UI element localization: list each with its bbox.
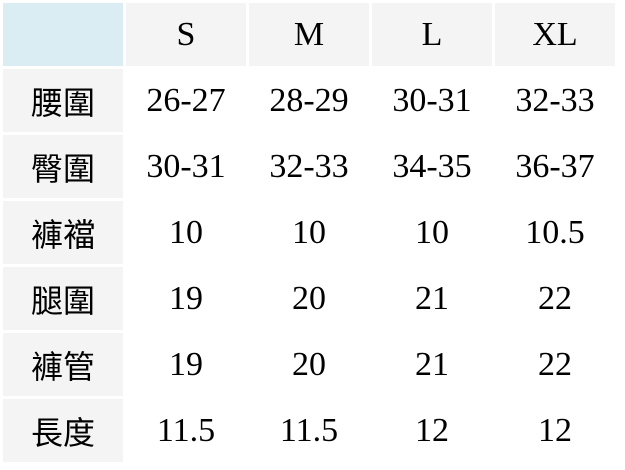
row-label: 褲管 (3, 333, 123, 396)
table-row: 腰圍 26-27 28-29 30-31 32-33 (3, 69, 615, 132)
measurement-cell: 10.5 (495, 201, 615, 264)
size-header-xl: XL (495, 3, 615, 66)
measurement-cell: 10 (126, 201, 246, 264)
measurement-cell: 21 (372, 333, 492, 396)
row-label: 臀圍 (3, 135, 123, 198)
measurement-cell: 28-29 (249, 69, 369, 132)
measurement-cell: 12 (495, 399, 615, 462)
corner-cell (3, 3, 123, 66)
table-row: 褲管 19 20 21 22 (3, 333, 615, 396)
row-label: 腿圍 (3, 267, 123, 330)
table-row: 腿圍 19 20 21 22 (3, 267, 615, 330)
measurement-cell: 11.5 (249, 399, 369, 462)
measurement-cell: 32-33 (249, 135, 369, 198)
row-label: 褲襠 (3, 201, 123, 264)
size-chart-table: S M L XL 腰圍 26-27 28-29 30-31 32-33 臀圍 30-31 32-33 3… (3, 3, 615, 462)
measurement-cell: 21 (372, 267, 492, 330)
table-row: 褲襠 10 10 10 10.5 (3, 201, 615, 264)
measurement-cell: 22 (495, 267, 615, 330)
size-header-s: S (126, 3, 246, 66)
measurement-cell: 10 (249, 201, 369, 264)
measurement-cell: 20 (249, 267, 369, 330)
measurement-cell: 26-27 (126, 69, 246, 132)
measurement-cell: 30-31 (126, 135, 246, 198)
table-row: 長度 11.5 11.5 12 12 (3, 399, 615, 462)
measurement-cell: 19 (126, 333, 246, 396)
size-header-l: L (372, 3, 492, 66)
measurement-cell: 22 (495, 333, 615, 396)
measurement-cell: 32-33 (495, 69, 615, 132)
size-header-m: M (249, 3, 369, 66)
measurement-cell: 12 (372, 399, 492, 462)
measurement-cell: 20 (249, 333, 369, 396)
table-row: 臀圍 30-31 32-33 34-35 36-37 (3, 135, 615, 198)
row-label: 腰圍 (3, 69, 123, 132)
measurement-cell: 11.5 (126, 399, 246, 462)
measurement-cell: 10 (372, 201, 492, 264)
measurement-cell: 30-31 (372, 69, 492, 132)
measurement-cell: 34-35 (372, 135, 492, 198)
measurement-cell: 36-37 (495, 135, 615, 198)
measurement-cell: 19 (126, 267, 246, 330)
header-row: S M L XL (3, 3, 615, 66)
row-label: 長度 (3, 399, 123, 462)
